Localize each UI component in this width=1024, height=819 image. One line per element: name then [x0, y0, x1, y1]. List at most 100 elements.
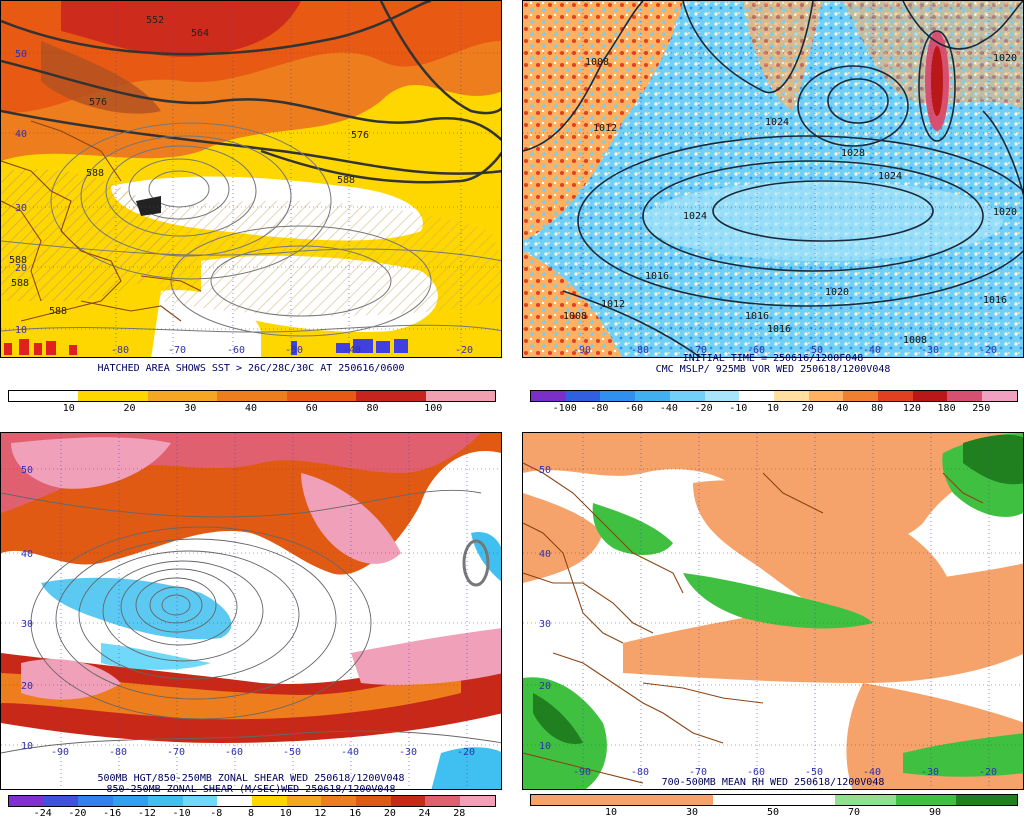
colorbar-tick-label: -100	[552, 403, 577, 414]
lat-label: 20	[15, 263, 27, 274]
colorbar-swatch	[9, 796, 44, 806]
map-mean-rh: 50 40 30 20 10 -90 -80 -70 -60 -50 -40 -…	[522, 432, 1024, 790]
colorbar-tick-label: 20	[123, 403, 136, 414]
colorbar-tick-label: 250	[972, 403, 991, 414]
colorbar-tick-label: 40	[244, 403, 258, 414]
lat-label: 40	[539, 549, 551, 560]
colorbar-swatch	[912, 391, 948, 401]
colorbar-swatch	[773, 391, 809, 401]
colorbar-tick-label: 12	[314, 808, 327, 819]
lon-label: -60	[747, 767, 765, 778]
colorbar-tick-label: 20	[801, 403, 814, 414]
contour-label: 576	[89, 97, 107, 108]
colorbar-tick-label: 10	[62, 403, 75, 414]
colorbar-tick-label: 28	[453, 808, 466, 819]
map-mslp: 1028 1024 1024 1024 1020 1020 1016 1016 …	[522, 0, 1024, 358]
lon-label: -40	[343, 345, 361, 356]
colorbar-swatch	[147, 796, 183, 806]
colorbar-tick-label: -80	[590, 403, 609, 414]
contour-label: 1008	[585, 57, 609, 68]
map-caption: 500MB HGT/850-250MB ZONAL SHEAR WED 2506…	[97, 773, 405, 784]
colorbar-tick-label: -20	[694, 403, 713, 414]
colorbar-tick-label: 70	[847, 807, 861, 818]
colorbar-swatch	[251, 796, 287, 806]
colorbar-tick-label: 10	[279, 808, 292, 819]
lat-label: 50	[15, 49, 27, 60]
colorbar-swatch	[460, 796, 495, 806]
colorbar-swatch	[286, 796, 322, 806]
contour-label: 564	[191, 28, 209, 39]
contour-label: 1020	[993, 53, 1017, 64]
colorbar-swatch	[217, 391, 287, 401]
contour-label: 1028	[841, 148, 865, 159]
lon-label: -30	[399, 747, 417, 758]
lat-label: 40	[21, 549, 33, 560]
lat-label: 30	[15, 203, 27, 214]
lon-label: -90	[573, 345, 591, 356]
lat-label: 30	[21, 619, 33, 630]
lon-label: -80	[631, 767, 649, 778]
colorbar-swatch	[878, 391, 913, 401]
contour-label: 1024	[765, 117, 789, 128]
lon-label: -70	[168, 345, 186, 356]
lat-label: 50	[21, 465, 33, 476]
map-caption: CMC MSLP/ 925MB VOR WED 250618/1200V048	[655, 364, 891, 375]
contour-label: 588	[49, 306, 67, 317]
contour-label: 588	[337, 175, 355, 186]
colorbar-tick-label: 50	[766, 807, 780, 818]
lon-label: -50	[805, 345, 823, 356]
colorbar-tick-label: -10	[729, 403, 748, 414]
colorbar-swatch	[356, 796, 391, 806]
colorbar-tick-label: 90	[928, 807, 942, 818]
colorbar-tick-label: -40	[659, 403, 678, 414]
lon-label: -50	[285, 345, 303, 356]
colorbar	[8, 390, 496, 402]
map-caption: HATCHED AREA SHOWS SST > 26C/28C/30C AT …	[97, 363, 405, 374]
colorbar-swatch	[947, 391, 983, 401]
panel-500mb-height-sst: 552 564 576 576 588 588 588 588 588 50 4…	[0, 0, 502, 414]
contour-label: 1020	[993, 207, 1017, 218]
lat-label: 20	[21, 681, 33, 692]
lon-label: -40	[341, 747, 359, 758]
colorbar-swatch	[713, 795, 774, 805]
contour-label: 1024	[878, 171, 902, 182]
colorbar-tick-label: 40	[836, 403, 849, 414]
contour-label: 1012	[601, 299, 625, 310]
colorbar-swatch	[531, 795, 592, 805]
lon-label: -50	[283, 747, 301, 758]
colorbar-swatch	[147, 391, 218, 401]
lon-label: -90	[51, 747, 69, 758]
colorbar-swatch	[425, 391, 495, 401]
colorbar-swatch	[739, 391, 774, 401]
colorbar-swatch	[565, 391, 601, 401]
colorbar-tick-label: -16	[103, 808, 122, 819]
colorbar-swatch	[356, 391, 426, 401]
colorbar-tick-label: 120	[902, 403, 921, 414]
colorbar-swatch	[9, 391, 79, 401]
colorbar-swatch	[78, 391, 148, 401]
lon-label: -40	[863, 767, 881, 778]
colorbar-swatch	[843, 391, 879, 401]
colorbar-swatch	[43, 796, 79, 806]
colorbar-swatch	[635, 391, 670, 401]
contour-label: 588	[11, 278, 29, 289]
map-caption: 700-500MB MEAN RH WED 250618/1200V048	[661, 777, 885, 788]
lon-label: -20	[455, 345, 473, 356]
contour-label: 1008	[563, 311, 587, 322]
lon-label: -20	[979, 345, 997, 356]
colorbar	[530, 390, 1018, 402]
panel-mean-rh: 50 40 30 20 10 -90 -80 -70 -60 -50 -40 -…	[522, 432, 1024, 818]
contour-label: 1016	[983, 295, 1007, 306]
colorbar-swatch	[956, 795, 1017, 805]
colorbar-swatch	[217, 796, 252, 806]
colorbar-tick-label: -10	[172, 808, 191, 819]
colorbar-swatch	[182, 796, 218, 806]
colorbar-tick-label: -8	[210, 808, 223, 819]
colorbar-tick-label: -12	[137, 808, 156, 819]
colorbar-swatch	[600, 391, 636, 401]
lon-label: -80	[111, 345, 129, 356]
lon-label: -70	[167, 747, 185, 758]
lon-label: -60	[227, 345, 245, 356]
lon-label: -60	[747, 345, 765, 356]
colorbar-swatch	[652, 795, 714, 805]
